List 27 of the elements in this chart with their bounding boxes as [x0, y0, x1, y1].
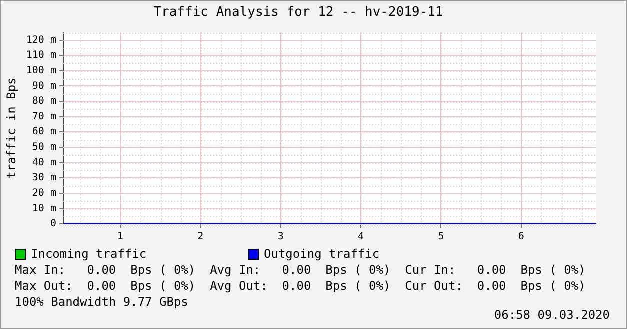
x-tick-label: 6 [518, 232, 524, 243]
y-tick-label: 90 m [32, 80, 57, 92]
text: Max Out: 0.00 Bps ( 0%) Avg Out: 0.00 Bps ( 0%) Cur Out: 0.00 Bps ( 0%) [15, 278, 587, 294]
text: 100% Bandwidth 9.77 GBps [15, 295, 188, 309]
chart-title: Traffic Analysis for 12 -- hv-2019-11 [154, 5, 444, 20]
text: Max In: 0.00 Bps ( 0%) Avg In: 0.00 Bps ( 0%) Cur In: 0.00 Bps ( 0%) [15, 262, 587, 278]
y-tick-label: 0 [50, 218, 57, 230]
x-tick-label: 1 [117, 232, 124, 243]
y-tick-label: 50 m [32, 142, 57, 154]
y-tick-label: 30 m [32, 172, 57, 184]
legend-label: Incoming traffic [31, 246, 147, 262]
y-tick-label: 60 m [32, 126, 57, 138]
x-tick-label: 3 [278, 232, 284, 243]
y-tick-label: 100 m [26, 65, 57, 76]
y-tick-label: 20 m [32, 188, 57, 199]
x-tick-label: 4 [358, 232, 364, 243]
y-tick-label: 120 m [26, 34, 57, 46]
legend-label: Outgoing traffic [264, 246, 380, 262]
y-tick-label: 80 m [32, 96, 57, 108]
text: 06:58 09.03.2020 [494, 308, 610, 322]
y-tick-label: 10 m [32, 203, 57, 214]
x-tick-label: 2 [198, 232, 204, 243]
y-tick-label: 110 m [26, 50, 57, 62]
y-axis-title: traffic in Bps [4, 78, 18, 179]
x-tick-label: 5 [438, 232, 444, 243]
y-tick-label: 70 m [32, 111, 57, 122]
y-tick-label: 40 m [32, 157, 57, 168]
